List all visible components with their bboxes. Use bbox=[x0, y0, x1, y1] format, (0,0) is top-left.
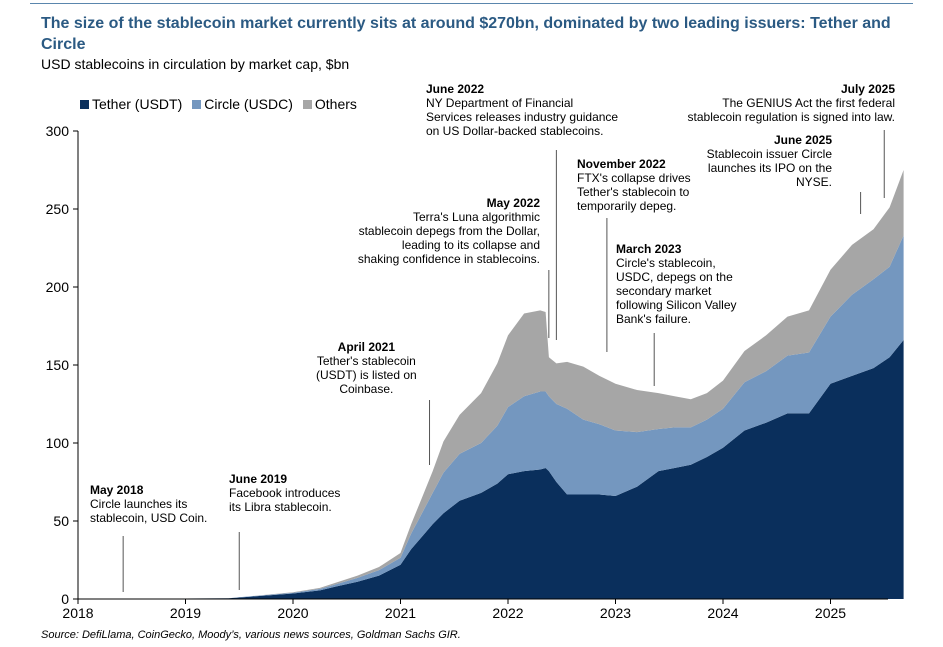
legend-item-others: Others bbox=[302, 96, 357, 112]
annotation-text: Circle's stablecoin, bbox=[616, 256, 716, 270]
annotation-text: Stablecoin issuer Circle bbox=[706, 147, 832, 161]
annotation-date: May 2022 bbox=[486, 196, 540, 210]
annotation-text: its Libra stablecoin. bbox=[229, 500, 332, 514]
source-note: Source: DefiLlama, CoinGecko, Moody’s, v… bbox=[41, 629, 461, 641]
x-tick-label: 2024 bbox=[707, 605, 738, 621]
annotation-date: June 2022 bbox=[426, 82, 485, 96]
legend-label-others: Others bbox=[314, 96, 357, 112]
chart-subtitle: USD stablecoins in circulation by market… bbox=[41, 56, 350, 72]
annotation-text: leading to its collapse and bbox=[401, 238, 540, 252]
y-tick-label: 100 bbox=[46, 435, 70, 451]
top-rule bbox=[30, 3, 913, 4]
y-tick-label: 300 bbox=[46, 123, 70, 139]
x-tick-label: 2021 bbox=[385, 605, 416, 621]
annotation-text: Bank's failure. bbox=[616, 312, 691, 326]
annotation-text: temporarily depeg. bbox=[577, 199, 677, 213]
legend-label-circle: Circle (USDC) bbox=[204, 96, 293, 112]
annotation-6: November 2022 FTX's collapse drives Tether… bbox=[577, 157, 691, 213]
annotation-text: NYSE. bbox=[795, 175, 832, 189]
x-tick-label: 2018 bbox=[62, 605, 93, 621]
legend: Tether (USDT) Circle (USDC) Others bbox=[80, 96, 357, 112]
x-tick-label: 2019 bbox=[170, 605, 201, 621]
x-tick-label: 2020 bbox=[277, 605, 308, 621]
x-tick-label: 2025 bbox=[815, 605, 846, 621]
annotation-date: May 2018 bbox=[90, 483, 144, 497]
annotation-4: May 2022 Terra's Luna algorithmic stableco… bbox=[358, 196, 540, 266]
annotation-text: on US Dollar-backed stablecoins. bbox=[426, 124, 604, 138]
annotation-text: Tether's stablecoin bbox=[316, 354, 416, 368]
annotation-text: Circle launches its bbox=[90, 497, 188, 511]
y-tick-label: 0 bbox=[61, 591, 69, 607]
area-circle bbox=[78, 235, 904, 599]
annotation-3: April 2021 Tether's stablecoin (USDT) is l… bbox=[316, 340, 417, 396]
annotation-text: stablecoin, USD Coin. bbox=[90, 511, 208, 525]
annotation-text: Terra's Luna algorithmic bbox=[412, 210, 540, 224]
annotation-text: shaking confidence in stablecoins. bbox=[357, 252, 540, 266]
annotation-text: stablecoin depegs from the Dollar, bbox=[358, 224, 540, 238]
legend-swatch-tether bbox=[80, 99, 89, 109]
annotation-text: (USDT) is listed on bbox=[316, 368, 417, 382]
annotation-text: Services releases industry guidance bbox=[426, 110, 619, 124]
annotation-8: June 2025 Stablecoin issuer Circle launche… bbox=[707, 133, 832, 189]
annotation-9: July 2025 The GENIUS Act the first federa… bbox=[688, 82, 895, 124]
annotation-text: FTX's collapse drives bbox=[577, 171, 691, 185]
annotation-text: stablecoin regulation is signed into law… bbox=[687, 110, 895, 124]
y-tick-label: 50 bbox=[53, 513, 69, 529]
legend-item-circle: Circle (USDC) bbox=[192, 96, 293, 112]
x-tick-label: 2023 bbox=[600, 605, 631, 621]
annotation-text: following Silicon Valley bbox=[616, 298, 737, 312]
annotation-7: March 2023 Circle's stablecoin, USDC, depe… bbox=[616, 242, 737, 326]
annotation-text: secondary market bbox=[616, 284, 712, 298]
annotation-5: June 2022 NY Department of Financial Servi… bbox=[426, 82, 618, 138]
annotation-1: May 2018 Circle launches its stablecoin, U… bbox=[90, 483, 207, 525]
legend-label-tether: Tether (USDT) bbox=[92, 96, 183, 112]
x-tick-label: 2022 bbox=[492, 605, 523, 621]
legend-swatch-others bbox=[302, 99, 312, 109]
annotation-date: July 2025 bbox=[840, 82, 895, 96]
annotation-date: April 2021 bbox=[337, 340, 396, 354]
annotation-date: November 2022 bbox=[577, 157, 666, 171]
legend-swatch-circle bbox=[192, 99, 202, 109]
annotation-text: Facebook introduces bbox=[229, 486, 341, 500]
legend-item-tether: Tether (USDT) bbox=[80, 96, 182, 112]
annotation-date: June 2025 bbox=[773, 133, 832, 147]
annotation-2: June 2019 Facebook introduces its Libra st… bbox=[229, 472, 340, 514]
annotation-text: NY Department of Financial bbox=[426, 96, 574, 110]
y-tick-label: 200 bbox=[46, 279, 70, 295]
annotation-date: March 2023 bbox=[616, 242, 682, 256]
annotation-date: June 2019 bbox=[229, 472, 288, 486]
y-tick-label: 250 bbox=[46, 201, 70, 217]
annotation-text: launches its IPO on the bbox=[707, 161, 832, 175]
annotation-text: Coinbase. bbox=[339, 382, 394, 396]
annotation-text: Tether's stablecoin to bbox=[577, 185, 690, 199]
area-tether bbox=[78, 340, 904, 599]
annotation-text: USDC, depegs on the bbox=[616, 270, 733, 284]
annotation-text: The GENIUS Act the first federal bbox=[722, 96, 895, 110]
chart-title: The size of the stablecoin market curren… bbox=[41, 15, 891, 53]
y-tick-label: 150 bbox=[46, 357, 70, 373]
area-others bbox=[78, 170, 904, 599]
